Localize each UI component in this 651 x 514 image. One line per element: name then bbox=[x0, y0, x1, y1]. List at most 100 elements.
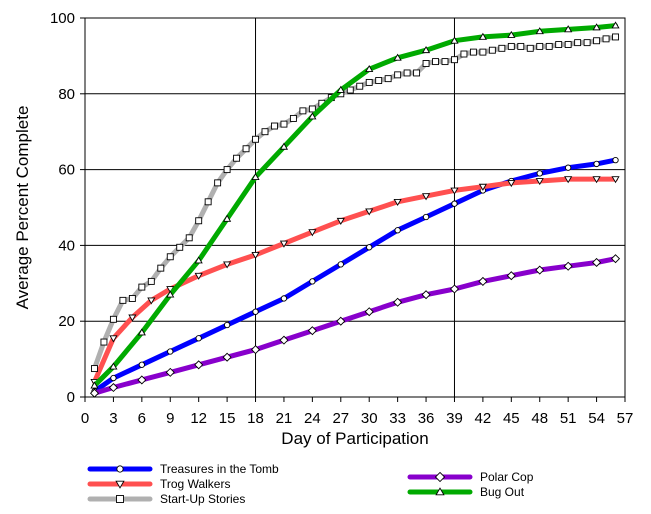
y-tick-label: 60 bbox=[58, 162, 75, 179]
data-point bbox=[478, 276, 488, 286]
data-point bbox=[308, 112, 317, 120]
data-point bbox=[138, 283, 146, 291]
data-point bbox=[564, 176, 573, 184]
data-point bbox=[469, 48, 477, 56]
y-tick-label: 80 bbox=[58, 86, 75, 103]
x-tick-label: 0 bbox=[81, 410, 89, 427]
data-point bbox=[336, 217, 345, 225]
data-point bbox=[422, 213, 430, 221]
data-point bbox=[450, 36, 459, 44]
data-point bbox=[535, 265, 545, 275]
data-point bbox=[564, 25, 573, 33]
data-point bbox=[165, 367, 175, 377]
data-point bbox=[611, 176, 620, 184]
x-tick-label: 54 bbox=[588, 410, 605, 427]
data-point bbox=[593, 160, 600, 168]
legend-item: Bug Out bbox=[407, 485, 525, 499]
data-point bbox=[252, 135, 259, 143]
data-point bbox=[507, 30, 516, 38]
plot-frame bbox=[84, 17, 626, 398]
data-point bbox=[535, 27, 544, 35]
data-point bbox=[393, 297, 403, 307]
series-1 bbox=[90, 176, 620, 387]
data-point bbox=[517, 42, 525, 50]
legend-marker bbox=[435, 487, 445, 496]
y-tick-label: 20 bbox=[58, 313, 75, 330]
data-point bbox=[251, 252, 260, 260]
data-point bbox=[593, 37, 601, 45]
data-point bbox=[223, 261, 232, 269]
x-tick-label: 6 bbox=[138, 410, 146, 427]
data-point bbox=[110, 374, 117, 382]
data-point bbox=[109, 362, 118, 370]
data-point bbox=[460, 50, 468, 58]
y-tick-label: 0 bbox=[67, 389, 75, 406]
data-point bbox=[610, 254, 621, 264]
data-point bbox=[167, 348, 174, 355]
data-point bbox=[478, 32, 487, 40]
data-point bbox=[279, 240, 289, 248]
data-point bbox=[90, 381, 99, 389]
data-point bbox=[479, 48, 487, 56]
data-point bbox=[565, 164, 572, 171]
legend-item: Trog Walkers bbox=[87, 477, 230, 491]
data-point bbox=[498, 44, 506, 52]
data-point bbox=[137, 328, 146, 336]
data-point bbox=[222, 352, 232, 362]
data-point bbox=[545, 42, 553, 50]
data-point bbox=[195, 335, 202, 342]
legend-marker bbox=[115, 480, 125, 489]
data-point bbox=[346, 86, 354, 94]
data-point bbox=[421, 290, 431, 300]
legend-marker bbox=[434, 471, 446, 483]
data-point bbox=[214, 179, 222, 187]
data-point bbox=[108, 382, 118, 393]
legend-item: Start-Up Stories bbox=[87, 492, 245, 506]
data-point bbox=[138, 361, 145, 368]
data-point bbox=[611, 21, 620, 29]
legend-item: Polar Cop bbox=[407, 470, 534, 484]
x-axis-title: Day of Participation bbox=[281, 429, 428, 448]
data-point bbox=[394, 227, 401, 234]
data-point bbox=[279, 335, 289, 345]
x-tick-label: 24 bbox=[304, 410, 321, 427]
data-point bbox=[336, 85, 345, 93]
data-point bbox=[535, 178, 544, 186]
data-point bbox=[451, 56, 458, 64]
data-point bbox=[337, 261, 344, 268]
data-point bbox=[308, 229, 317, 237]
data-point bbox=[137, 375, 147, 385]
data-point bbox=[612, 156, 619, 164]
data-point bbox=[365, 64, 374, 73]
legend-label: Polar Cop bbox=[480, 470, 534, 484]
data-point bbox=[449, 284, 460, 294]
data-point bbox=[250, 345, 261, 355]
data-point bbox=[166, 253, 174, 261]
series-line bbox=[92, 256, 618, 396]
data-point bbox=[375, 77, 383, 84]
x-tick-label: 33 bbox=[389, 410, 406, 427]
x-tick-label: 45 bbox=[503, 410, 520, 427]
data-point bbox=[289, 114, 297, 122]
data-point bbox=[128, 295, 136, 302]
data-point bbox=[194, 360, 204, 370]
data-point bbox=[261, 128, 269, 136]
data-point bbox=[441, 58, 449, 66]
data-point bbox=[147, 277, 155, 285]
series-layer bbox=[89, 21, 621, 398]
axes: 0 3 6 9 12 15 18 21 24 27 30 33 36 39 42 45 48 51 54 570204… bbox=[50, 10, 633, 427]
legend-marker bbox=[116, 495, 124, 503]
legend-label: Treasures in the Tomb bbox=[160, 462, 279, 476]
data-point bbox=[563, 261, 573, 271]
data-point bbox=[109, 335, 118, 343]
data-point bbox=[185, 234, 193, 242]
data-point bbox=[393, 198, 402, 207]
x-tick-label: 12 bbox=[190, 410, 207, 427]
data-point bbox=[422, 60, 430, 67]
data-point bbox=[307, 326, 317, 336]
data-point bbox=[413, 69, 421, 77]
y-tick-label: 40 bbox=[58, 237, 75, 254]
data-point bbox=[526, 44, 534, 52]
data-point bbox=[194, 256, 203, 264]
